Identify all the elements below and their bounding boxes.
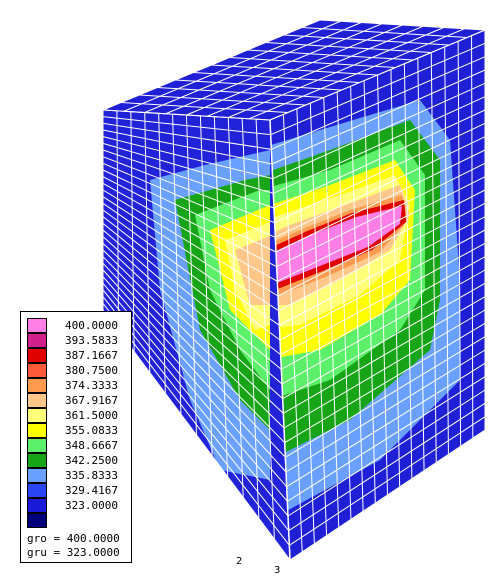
legend-swatch (27, 318, 47, 333)
legend-entry: 355.0833 (27, 423, 131, 438)
mesh-grid (102, 19, 486, 561)
legend-swatch (27, 378, 47, 393)
legend-value: 367.9167 (65, 394, 118, 407)
legend-value: 355.0833 (65, 424, 118, 437)
legend-entry: 348.6667 (27, 438, 131, 453)
legend-gru: gru = 323.0000 (27, 546, 120, 559)
legend-swatch (27, 483, 47, 498)
legend-swatch (27, 498, 47, 513)
legend-entry: 367.9167 (27, 393, 131, 408)
legend-swatch (27, 393, 47, 408)
legend-value: 380.7500 (65, 364, 118, 377)
color-legend: 400.0000 393.5833 387.1667 380.7500 374.3333… (20, 311, 132, 563)
legend-value: 387.1667 (65, 349, 118, 362)
axis-label-2: 2 (236, 556, 243, 567)
legend-value: 335.8333 (65, 469, 118, 482)
legend-entry (27, 513, 131, 528)
legend-gro: gro = 400.0000 (27, 532, 120, 545)
legend-entry: 380.7500 (27, 363, 131, 378)
legend-value: 342.2500 (65, 454, 118, 467)
legend-swatch (27, 348, 47, 363)
legend-value: 329.4167 (65, 484, 118, 497)
legend-entry: 400.0000 (27, 318, 131, 333)
legend-value: 361.5000 (65, 409, 118, 422)
legend-swatch (27, 333, 47, 348)
legend-entry: 335.8333 (27, 468, 131, 483)
legend-entry: 387.1667 (27, 348, 131, 363)
legend-entry: 374.3333 (27, 378, 131, 393)
legend-value: 374.3333 (65, 379, 118, 392)
legend-value: 393.5833 (65, 334, 118, 347)
legend-swatch (27, 363, 47, 378)
left-face-bands (150, 150, 270, 480)
legend-entry: 323.0000 (27, 498, 131, 513)
legend-swatch (27, 513, 47, 528)
axis-label-3: 3 (274, 565, 281, 576)
legend-swatch (27, 453, 47, 468)
legend-entry: 393.5833 (27, 333, 131, 348)
legend-value: 348.6667 (65, 439, 118, 452)
front-edge (269, 119, 291, 561)
legend-value: 323.0000 (65, 499, 118, 512)
legend-swatch (27, 408, 47, 423)
legend-swatch (27, 438, 47, 453)
legend-entry: 342.2500 (27, 453, 131, 468)
legend-swatch (27, 468, 47, 483)
legend-entry: 329.4167 (27, 483, 131, 498)
legend-entry: 361.5000 (27, 408, 131, 423)
legend-swatch (27, 423, 47, 438)
legend-value: 400.0000 (65, 319, 118, 332)
